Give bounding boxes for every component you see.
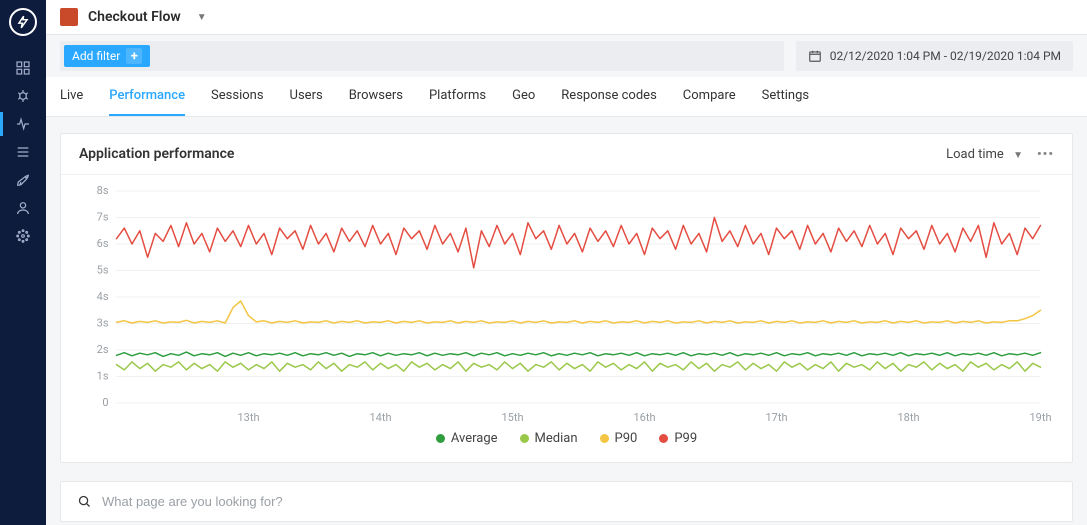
tab-users[interactable]: Users (290, 77, 323, 116)
date-range-text: 02/12/2020 1:04 PM - 02/19/2020 1:04 PM (830, 49, 1061, 63)
list-icon[interactable] (0, 138, 46, 166)
brand-logo[interactable] (9, 8, 37, 36)
tab-settings[interactable]: Settings (762, 77, 809, 116)
performance-chart-panel: Application performance Load time ▼ ••• … (60, 133, 1073, 463)
svg-text:16th: 16th (633, 411, 655, 424)
tab-browsers[interactable]: Browsers (349, 77, 403, 116)
legend-dot (659, 434, 668, 443)
date-range-picker[interactable]: 02/12/2020 1:04 PM - 02/19/2020 1:04 PM (796, 41, 1073, 71)
bug-icon[interactable] (0, 82, 46, 110)
svg-text:6s: 6s (97, 237, 109, 250)
legend-dot (436, 434, 445, 443)
legend-dot (520, 434, 529, 443)
left-nav-rail (0, 0, 46, 525)
rocket-icon[interactable] (0, 166, 46, 194)
chart-legend: Average Median P90 P99 (79, 425, 1054, 448)
pulse-icon[interactable] (0, 110, 46, 138)
tab-response-codes[interactable]: Response codes (561, 77, 657, 116)
gear-dotted-icon[interactable] (0, 222, 46, 250)
view-tabs: Live Performance Sessions Users Browsers Plat… (46, 77, 1087, 117)
svg-text:0: 0 (102, 396, 108, 409)
tab-compare[interactable]: Compare (683, 77, 736, 116)
svg-text:18th: 18th (897, 411, 919, 424)
tab-performance[interactable]: Performance (109, 77, 185, 116)
performance-line-chart: 0 1s 2s 3s 4s 5s 6s 7s 8s 13th 14th 15th 16th 17th 18t… (79, 185, 1054, 425)
svg-text:7s: 7s (97, 211, 109, 224)
svg-text:2s: 2s (97, 343, 109, 356)
svg-text:4s: 4s (97, 290, 109, 303)
page-search-input[interactable] (102, 494, 1056, 509)
svg-text:1s: 1s (97, 370, 109, 383)
legend-median[interactable]: Median (520, 431, 578, 446)
tab-platforms[interactable]: Platforms (429, 77, 486, 116)
svg-text:5s: 5s (97, 264, 109, 277)
calendar-icon (808, 49, 822, 63)
legend-average[interactable]: Average (436, 431, 498, 446)
page-search-box[interactable] (60, 481, 1073, 522)
legend-dot (600, 434, 609, 443)
tab-sessions[interactable]: Sessions (211, 77, 264, 116)
user-icon[interactable] (0, 194, 46, 222)
top-bar: Checkout Flow ▼ (46, 0, 1087, 35)
svg-text:17th: 17th (765, 411, 787, 424)
chevron-down-icon: ▼ (1013, 150, 1023, 161)
panel-title: Application performance (79, 146, 234, 162)
app-switcher-caret[interactable]: ▼ (197, 12, 207, 23)
plus-icon: + (126, 48, 142, 64)
add-filter-label: Add filter (72, 49, 120, 63)
app-name[interactable]: Checkout Flow (88, 9, 181, 25)
app-icon (60, 8, 78, 26)
legend-p99[interactable]: P99 (659, 431, 697, 446)
legend-p90[interactable]: P90 (600, 431, 638, 446)
svg-text:19th: 19th (1029, 411, 1051, 424)
svg-text:8s: 8s (97, 185, 109, 197)
svg-text:14th: 14th (369, 411, 391, 424)
metric-selector[interactable]: Load time ▼ (946, 147, 1023, 162)
tab-live[interactable]: Live (60, 77, 83, 116)
dashboard-icon[interactable] (0, 54, 46, 82)
add-filter-chip[interactable]: Add filter + (64, 45, 150, 67)
tab-geo[interactable]: Geo (512, 77, 535, 116)
svg-text:13th: 13th (237, 411, 259, 424)
panel-more-menu[interactable]: ••• (1037, 147, 1054, 162)
svg-text:3s: 3s (97, 317, 109, 330)
svg-text:15th: 15th (501, 411, 523, 424)
search-icon (77, 494, 92, 509)
filter-bar[interactable]: Add filter + (60, 41, 784, 71)
